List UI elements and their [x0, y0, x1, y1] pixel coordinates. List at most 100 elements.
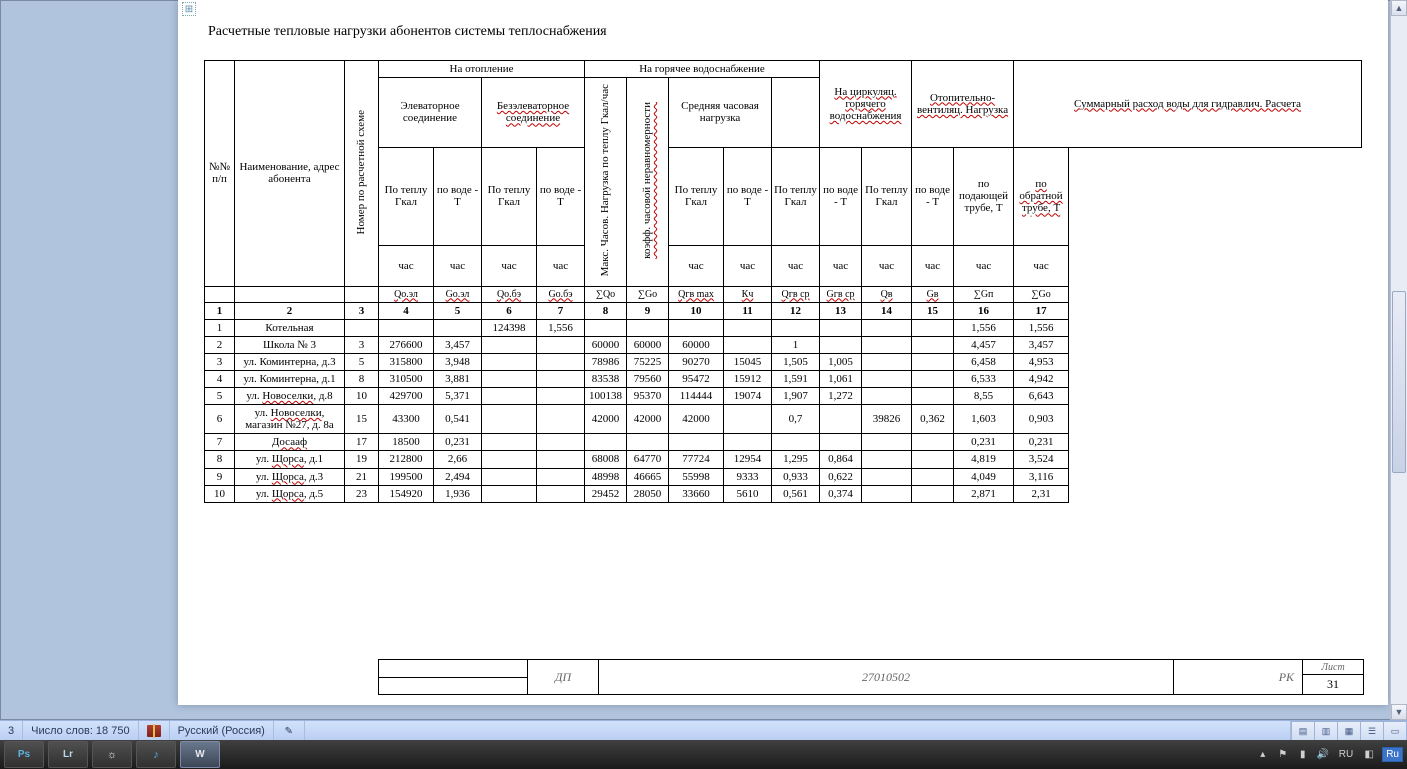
cell: 310500: [379, 370, 434, 387]
tray-lang-short[interactable]: RU: [1336, 748, 1356, 761]
view-outline[interactable]: ☰: [1361, 721, 1384, 741]
col-number: 8: [585, 302, 627, 319]
scroll-track[interactable]: [1391, 16, 1407, 704]
cell-name: Котельная: [235, 319, 345, 336]
tray-volume-icon[interactable]: 🔊: [1316, 748, 1330, 762]
cell-name: ул. Коминтерна, д.1: [235, 370, 345, 387]
cell: [537, 468, 585, 485]
cell: 2,871: [954, 485, 1014, 502]
cell: 43300: [379, 405, 434, 434]
view-fullscreen-reading[interactable]: ▥: [1315, 721, 1338, 741]
cell: [862, 353, 912, 370]
cell: 0,903: [1014, 405, 1069, 434]
s12: Qгв ср: [772, 286, 820, 302]
cell: 21: [345, 468, 379, 485]
th-u17: час: [1014, 245, 1069, 286]
scroll-thumb[interactable]: [1392, 291, 1406, 473]
col-number: 15: [912, 302, 954, 319]
tray-lang-indicator[interactable]: Ru: [1382, 747, 1403, 762]
th-u11: час: [724, 245, 772, 286]
main-table-wrapper: №№ п/п Наименование, адрес абонента Номе…: [204, 60, 1362, 503]
taskbar-app-weather[interactable]: ☼: [92, 741, 132, 768]
cell: 0,561: [772, 485, 820, 502]
s17: ∑Go: [1014, 286, 1069, 302]
s14: Qв: [862, 286, 912, 302]
cell: [482, 468, 537, 485]
th-c7: по воде - Т: [537, 147, 585, 245]
s7: Gо.бэ: [537, 286, 585, 302]
cell: [862, 370, 912, 387]
cell: 276600: [379, 336, 434, 353]
document-title: Расчетные тепловые нагрузки абонентов си…: [208, 24, 607, 40]
cell: 6: [205, 405, 235, 434]
vertical-scrollbar[interactable]: ▲ ▼: [1390, 0, 1407, 720]
view-draft[interactable]: ▭: [1384, 721, 1407, 741]
cell-name: ул. Новоселки, магазин №27, д. 8а: [235, 405, 345, 434]
status-proofing[interactable]: [139, 721, 170, 741]
cell: [820, 434, 862, 451]
cell: 4,942: [1014, 370, 1069, 387]
taskbar-app-photoshop[interactable]: Ps: [4, 741, 44, 768]
cell: 1,556: [954, 319, 1014, 336]
cell: [820, 336, 862, 353]
th-noelev: Безэлеваторное соединение: [482, 78, 585, 147]
taskbar-app-word[interactable]: W: [180, 741, 220, 768]
view-web-layout[interactable]: ▦: [1338, 721, 1361, 741]
cell: 429700: [379, 388, 434, 405]
cell: [537, 434, 585, 451]
cell: 8: [345, 370, 379, 387]
system-tray: ▴ ⚑ ▮ 🔊 RU ◧ Ru: [1256, 747, 1407, 762]
status-trackchanges[interactable]: ✎: [274, 721, 305, 741]
status-word-count[interactable]: Число слов: 18 750: [23, 721, 138, 741]
scroll-down-button[interactable]: ▼: [1391, 704, 1407, 720]
cell: 18500: [379, 434, 434, 451]
col-number: 5: [434, 302, 482, 319]
cell: 0,231: [1014, 434, 1069, 451]
cell-name: ул. Щорса, д.3: [235, 468, 345, 485]
cell: 2: [205, 336, 235, 353]
cell: 5610: [724, 485, 772, 502]
cell: [482, 353, 537, 370]
taskbar-app-itunes[interactable]: ♪: [136, 741, 176, 768]
th-u14: час: [862, 245, 912, 286]
cell: [862, 468, 912, 485]
cell: [669, 319, 724, 336]
cell: [482, 451, 537, 468]
cell: 4,953: [1014, 353, 1069, 370]
cell: 6,458: [954, 353, 1014, 370]
anchor-icon[interactable]: ⊞: [182, 2, 196, 16]
scroll-up-button[interactable]: ▲: [1391, 0, 1407, 16]
status-language[interactable]: Русский (Россия): [170, 721, 274, 741]
th-circ: На циркуляц. горячего водоснабжения: [820, 61, 912, 148]
s5: Gо.эл: [434, 286, 482, 302]
s15: Gв: [912, 286, 954, 302]
page: ⊞ Расчетные тепловые нагрузки абонентов …: [178, 0, 1388, 705]
cell: [627, 434, 669, 451]
s13: Gгв ср: [820, 286, 862, 302]
cell: 83538: [585, 370, 627, 387]
col-number: 3: [345, 302, 379, 319]
cell: 0,362: [912, 405, 954, 434]
status-section[interactable]: 3: [0, 721, 23, 741]
cell: 19074: [724, 388, 772, 405]
tray-flag-icon[interactable]: ⚑: [1276, 748, 1290, 762]
th-scheme: Номер по расчетной схеме: [345, 61, 379, 287]
th-u12: час: [772, 245, 820, 286]
tray-network-icon[interactable]: ▮: [1296, 748, 1310, 762]
th-u15: час: [912, 245, 954, 286]
th-hotwater: На горячее водоснабжение: [585, 61, 820, 78]
th-c6: По теплу Гкал: [482, 147, 537, 245]
view-print-layout[interactable]: ▤: [1291, 721, 1315, 741]
cell: [724, 319, 772, 336]
cell: 95472: [669, 370, 724, 387]
th-u10: час: [669, 245, 724, 286]
taskbar-app-lightroom[interactable]: Lr: [48, 741, 88, 768]
th-u6: час: [482, 245, 537, 286]
tray-defender-icon[interactable]: ◧: [1362, 748, 1376, 762]
tray-up-icon[interactable]: ▴: [1256, 748, 1270, 762]
cell: 154920: [379, 485, 434, 502]
cell: 1,556: [537, 319, 585, 336]
cell: [912, 336, 954, 353]
cell: 1,936: [434, 485, 482, 502]
cell: [862, 485, 912, 502]
